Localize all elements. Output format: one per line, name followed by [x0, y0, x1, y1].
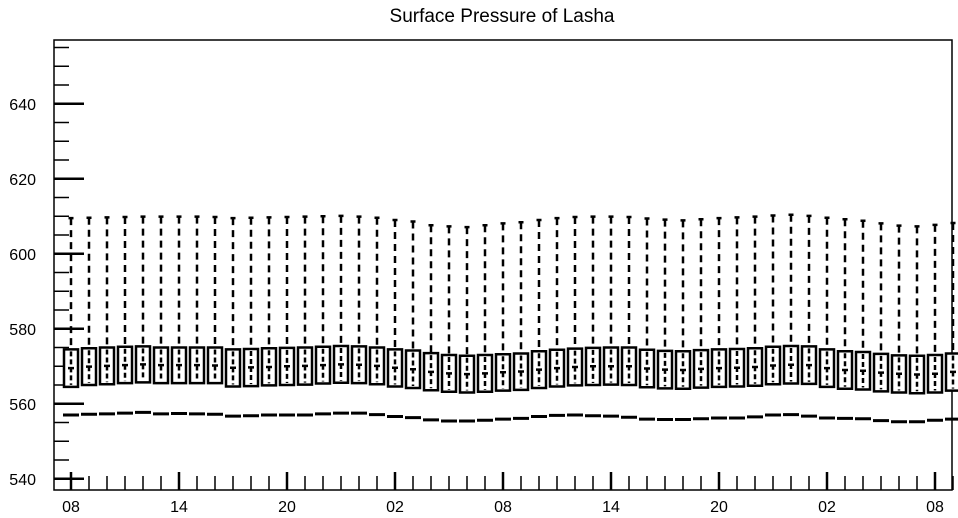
box-plot	[476, 224, 494, 422]
box-plot	[620, 215, 638, 419]
box-plot	[926, 223, 944, 422]
x-tick-label: 02	[386, 499, 404, 516]
box-plot	[872, 222, 890, 423]
box-plot	[548, 216, 566, 417]
box-plot	[188, 215, 206, 416]
box-plot	[566, 215, 584, 417]
box-plot	[62, 216, 80, 417]
box-plot	[440, 225, 458, 423]
box-plot	[782, 213, 800, 417]
box-plot	[224, 216, 242, 418]
box-plot	[944, 221, 958, 421]
box-plot	[836, 218, 854, 420]
box-plot	[890, 224, 908, 424]
y-tick-label: 620	[9, 172, 36, 189]
plot-area	[62, 213, 958, 424]
box-plot	[116, 215, 134, 415]
box-plot	[692, 218, 710, 421]
x-tick-label: 14	[602, 499, 620, 516]
box-plot	[800, 214, 818, 418]
box-plot	[908, 225, 926, 424]
box-plot	[98, 216, 116, 416]
y-tick-label: 580	[9, 322, 36, 339]
box-plot	[638, 217, 656, 421]
box-plot	[746, 215, 764, 419]
box-plot	[728, 216, 746, 420]
x-tick-label: 14	[170, 499, 188, 516]
box-plot	[206, 215, 224, 416]
box-plot	[386, 218, 404, 418]
box-plot	[584, 215, 602, 418]
box-plot	[764, 214, 782, 417]
box-plot	[242, 216, 260, 418]
x-tick-label: 02	[818, 499, 836, 516]
box-plot	[602, 215, 620, 418]
y-tick-label: 540	[9, 472, 36, 489]
y-tick-label: 640	[9, 97, 36, 114]
box-plot	[170, 215, 188, 415]
box-plot	[80, 216, 98, 416]
box-plot	[530, 218, 548, 418]
x-axis: 08 14 20 02 08 14 20 02 08	[62, 472, 954, 516]
box-plot	[512, 221, 530, 420]
x-tick-label: 20	[710, 499, 728, 516]
box-plot	[332, 214, 350, 415]
x-tick-label: 08	[62, 499, 80, 516]
box-plot	[854, 219, 872, 421]
box-plot	[368, 216, 386, 417]
box-plot	[260, 216, 278, 417]
x-tick-label: 20	[278, 499, 296, 516]
box-plot	[278, 215, 296, 417]
box-plot	[152, 215, 170, 416]
box-plot	[422, 224, 440, 422]
box-plot	[350, 215, 368, 415]
box-plot	[404, 220, 422, 420]
x-tick-label: 08	[926, 499, 944, 516]
y-tick-label: 600	[9, 247, 36, 264]
y-tick-label: 560	[9, 397, 36, 414]
box-plot	[314, 215, 332, 416]
box-plot	[134, 215, 152, 414]
chart-title: Surface Pressure of Lasha	[390, 6, 615, 27]
box-plot	[710, 216, 728, 420]
box-plot	[818, 216, 836, 420]
y-axis: 540 560 580 600 620 640	[9, 46, 84, 489]
x-tick-label: 08	[494, 499, 512, 516]
box-plot	[296, 215, 314, 417]
box-plot	[458, 225, 476, 423]
box-plot	[494, 222, 512, 421]
box-plot	[674, 219, 692, 421]
box-plot	[656, 218, 674, 421]
